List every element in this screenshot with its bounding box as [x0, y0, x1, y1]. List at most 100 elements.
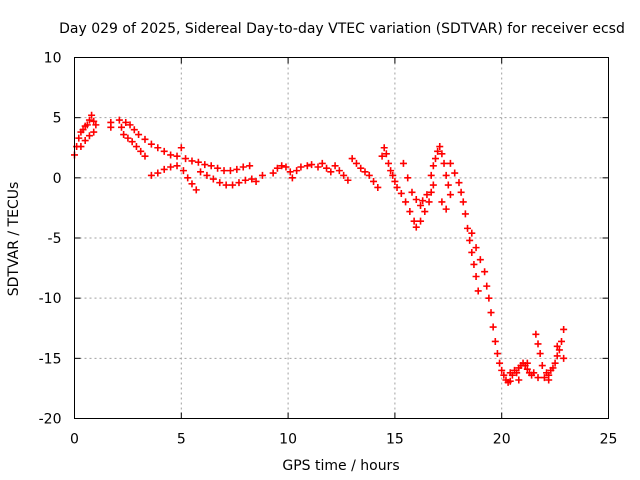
data-point: [220, 167, 228, 175]
data-point: [397, 189, 405, 197]
data-point: [436, 143, 444, 151]
data-point: [365, 171, 373, 179]
data-point: [451, 169, 459, 177]
data-point: [147, 171, 155, 179]
data-point: [85, 116, 93, 124]
data-point: [179, 167, 187, 175]
data-point: [412, 223, 420, 231]
data-point: [442, 205, 450, 213]
data-point: [216, 179, 224, 187]
x-tick-label: 10: [279, 432, 297, 448]
data-point: [534, 340, 542, 348]
data-point: [188, 180, 196, 188]
data-point: [92, 121, 100, 129]
data-point: [431, 155, 439, 163]
data-point: [282, 163, 290, 171]
data-point: [323, 164, 331, 172]
data-point: [308, 161, 316, 169]
data-point: [530, 369, 538, 377]
data-point: [402, 198, 410, 206]
data-point: [235, 179, 243, 187]
data-point: [551, 359, 559, 367]
y-tick-label: -20: [39, 412, 62, 428]
data-point: [404, 174, 412, 182]
data-point: [167, 163, 175, 171]
data-point: [246, 162, 254, 170]
data-point: [160, 147, 168, 155]
data-point: [124, 134, 132, 142]
data-point: [399, 159, 407, 167]
data-point: [331, 162, 339, 170]
data-point: [117, 123, 125, 131]
x-tick-label: 25: [600, 432, 618, 448]
data-point: [470, 260, 478, 268]
data-point: [126, 121, 134, 129]
data-point: [209, 175, 217, 183]
data-point: [444, 181, 452, 189]
data-point: [122, 118, 130, 126]
data-point: [177, 144, 185, 152]
data-point: [468, 229, 476, 237]
data-point: [493, 350, 501, 358]
data-point: [348, 155, 356, 163]
data-point: [352, 159, 360, 167]
data-point: [412, 195, 420, 203]
data-point: [466, 236, 474, 244]
data-point: [374, 183, 382, 191]
data-point: [560, 354, 568, 362]
data-point: [427, 188, 435, 196]
data-point: [558, 337, 566, 345]
data-point: [278, 162, 286, 170]
data-point: [438, 198, 446, 206]
data-point: [532, 330, 540, 338]
data-point: [472, 244, 480, 252]
data-point: [344, 176, 352, 184]
data-point: [203, 171, 211, 179]
data-point: [481, 268, 489, 276]
data-point: [429, 162, 437, 170]
y-tick-label: 0: [53, 171, 62, 187]
data-point: [201, 161, 209, 169]
data-point: [297, 163, 305, 171]
data-point: [128, 138, 136, 146]
data-point: [387, 167, 395, 175]
data-point: [173, 162, 181, 170]
y-tick-label: -5: [48, 231, 62, 247]
data-point: [167, 151, 175, 159]
data-point: [154, 169, 162, 177]
data-point: [560, 325, 568, 333]
data-point: [370, 177, 378, 185]
data-point: [476, 256, 484, 264]
x-axis-label: GPS time / hours: [282, 458, 399, 474]
data-point: [288, 174, 296, 182]
data-point: [85, 132, 93, 140]
data-point: [154, 144, 162, 152]
data-point: [523, 359, 531, 367]
x-tick-label: 20: [493, 432, 511, 448]
data-point: [555, 346, 563, 354]
x-tick-label: 5: [177, 432, 186, 448]
data-point: [293, 167, 301, 175]
data-point: [135, 131, 143, 139]
data-point: [79, 126, 87, 134]
data-point: [81, 137, 89, 145]
y-tick-label: 5: [53, 111, 62, 127]
data-point: [406, 208, 414, 216]
data-point: [419, 197, 427, 205]
data-point: [457, 188, 465, 196]
data-point: [229, 181, 237, 189]
data-point: [429, 181, 437, 189]
data-point: [500, 371, 508, 379]
data-point: [192, 186, 200, 194]
data-point: [472, 273, 480, 281]
data-point: [137, 147, 145, 155]
x-tick-labels: 0 5 10 15 20 25: [70, 432, 617, 448]
data-point: [427, 171, 435, 179]
data-point: [107, 123, 115, 131]
data-point: [120, 131, 128, 139]
data-point: [173, 152, 181, 160]
data-point: [423, 191, 431, 199]
data-point: [468, 248, 476, 256]
data-point: [515, 376, 523, 384]
